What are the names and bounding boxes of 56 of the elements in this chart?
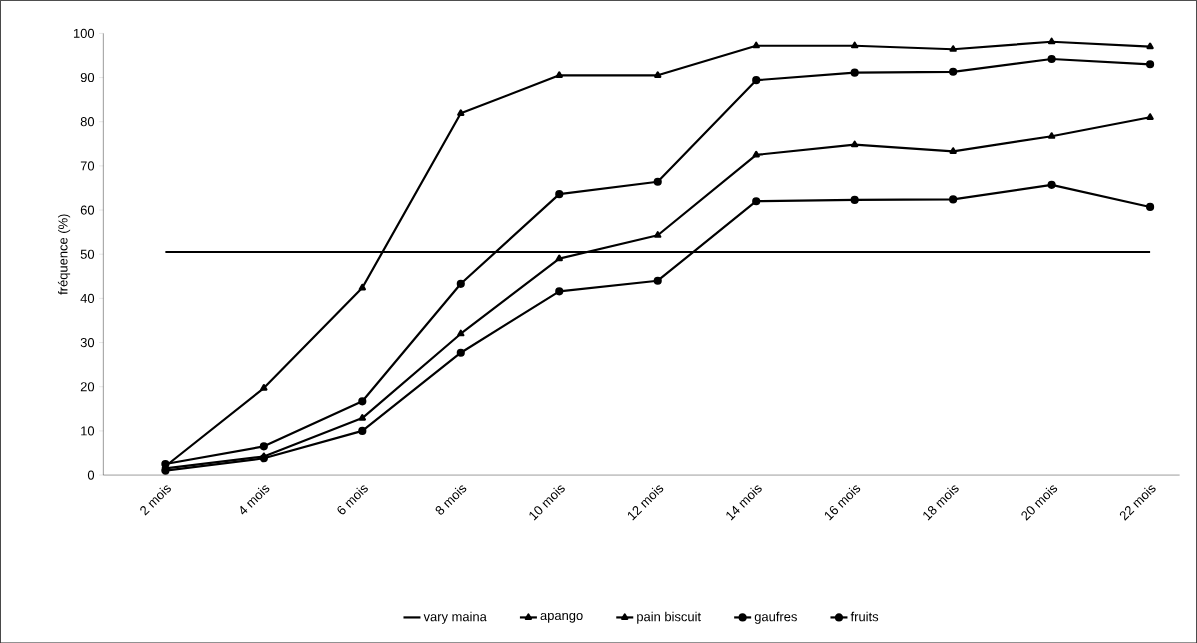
point — [358, 426, 367, 435]
point — [654, 230, 662, 238]
point — [949, 195, 958, 204]
y-tick-label: 90 — [80, 72, 95, 82]
y-tick-label: 40 — [80, 293, 95, 303]
point — [1047, 180, 1056, 189]
point — [850, 195, 859, 204]
legend-label: apango — [540, 612, 583, 623]
y-tick-label: 100 — [73, 28, 95, 38]
point — [259, 454, 268, 463]
y-tick-label: 50 — [80, 249, 95, 259]
point — [1047, 37, 1056, 45]
point — [555, 254, 563, 262]
y-tick-label: 0 — [87, 470, 95, 480]
point — [555, 71, 563, 78]
point — [259, 442, 268, 451]
point — [555, 189, 564, 199]
point — [850, 41, 859, 49]
point — [457, 329, 465, 337]
point — [260, 383, 268, 391]
point — [653, 177, 662, 186]
point — [457, 109, 465, 116]
legend-label: gaufres — [754, 611, 797, 624]
point — [1047, 54, 1056, 63]
point — [1146, 60, 1155, 69]
point — [1146, 113, 1154, 120]
y-tick-label: 60 — [80, 205, 95, 215]
y-tick-label: 10 — [81, 426, 95, 436]
y-tick-label: 20 — [80, 381, 95, 392]
point — [949, 67, 958, 76]
point — [653, 276, 662, 285]
legend-label: pain biscuit — [637, 611, 701, 624]
point — [949, 45, 957, 52]
point — [752, 196, 761, 206]
point — [1047, 132, 1056, 139]
point — [358, 413, 367, 421]
point — [850, 68, 859, 77]
point — [850, 140, 859, 148]
point — [949, 147, 957, 154]
point — [456, 348, 465, 357]
point — [752, 75, 761, 85]
y-tick-label: 80 — [80, 116, 95, 127]
point — [358, 283, 367, 291]
y-axis-title: fréquence (%) — [57, 214, 71, 295]
point — [555, 287, 564, 296]
y-tick-label: 30 — [80, 337, 95, 347]
legend-label: fruits — [850, 611, 879, 622]
point — [1146, 42, 1154, 50]
legend-label: vary maina — [423, 611, 487, 624]
point — [456, 279, 465, 288]
y-tick-label: 70 — [80, 161, 95, 171]
point — [654, 71, 662, 78]
point — [358, 397, 367, 406]
point — [1146, 202, 1155, 211]
point — [752, 41, 760, 49]
point — [752, 150, 760, 158]
